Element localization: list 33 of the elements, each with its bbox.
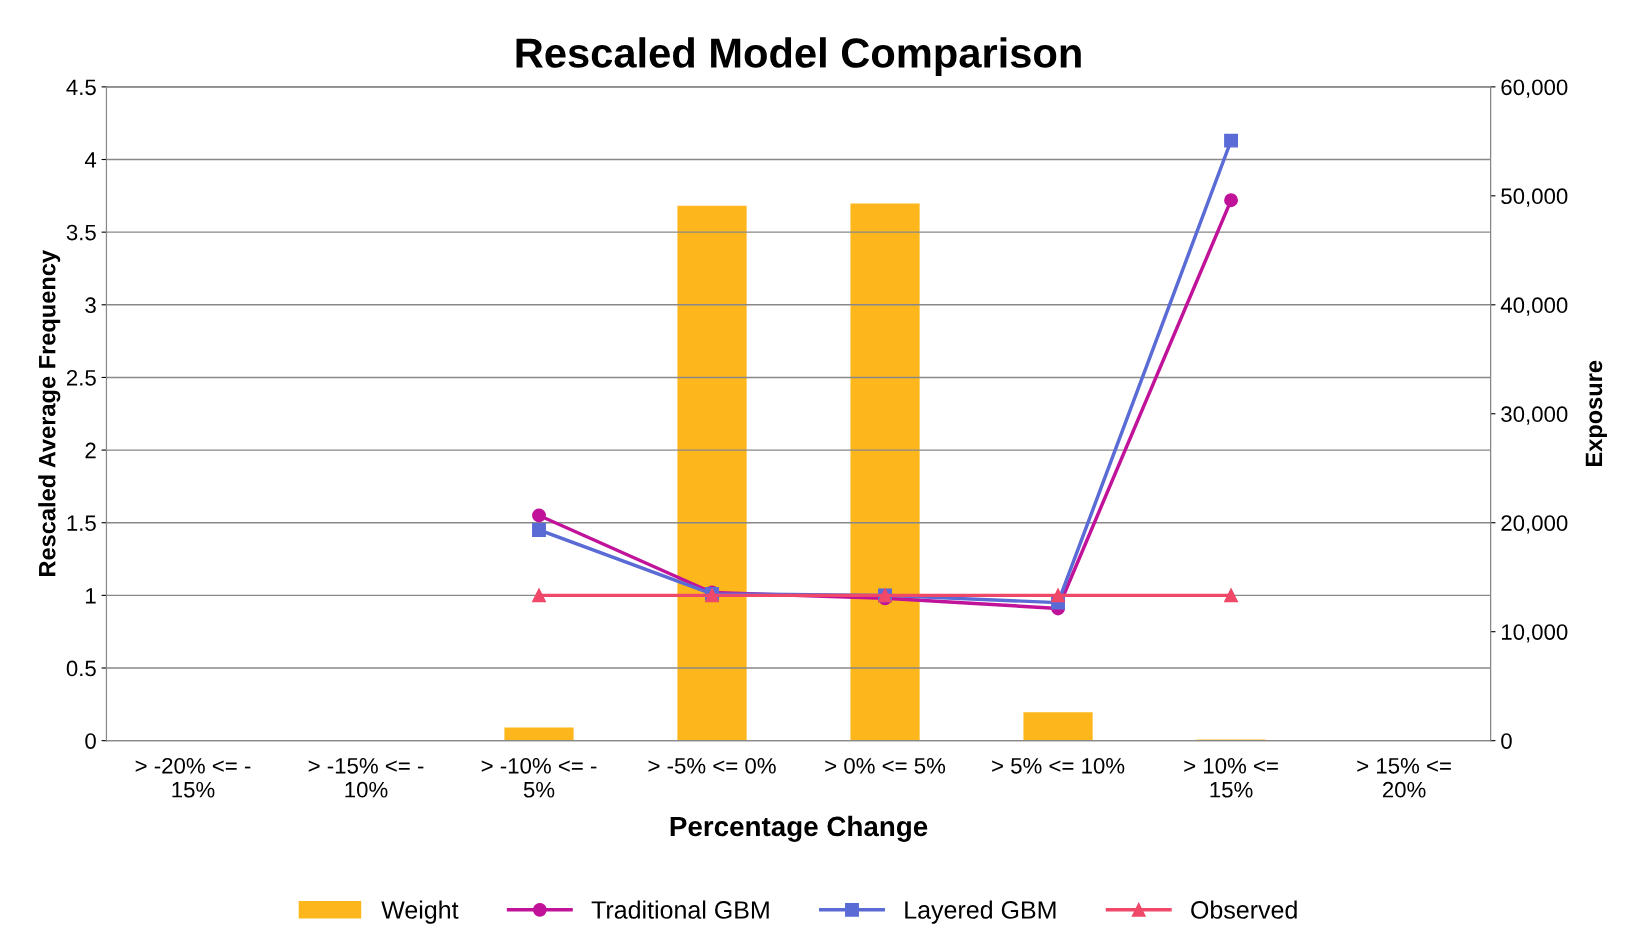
y2-tick-label: 0 [1501,733,1512,749]
y2-tick-label: 60,000 [1501,79,1568,98]
x-tick-label: > -5% <= 0% [648,757,776,774]
y2-tick-label: 30,000 [1501,406,1568,425]
y2-axis-title: Exposure [1585,360,1607,466]
y-tick-label: 1 [86,588,96,604]
y2-tick-label: 40,000 [1500,297,1568,316]
legend-label: Traditional GBM [591,900,769,919]
y2-tick-label: 20,000 [1501,515,1568,534]
y-tick-label: 3 [85,297,96,314]
legend-label: Observed [1191,900,1297,919]
x-tick-label: > -15% <= - 10% [308,758,424,798]
y2-tick-label: 50,000 [1501,188,1568,207]
y2-tick-label: 10,000 [1502,624,1568,643]
x-tick-label: > -10% <= - 5% [481,757,597,798]
y-tick-label: 2.5 [66,369,96,386]
y-tick-label: 2 [85,442,96,459]
x-tick-label: > -20% <= - 15% [135,757,251,798]
y-tick-label: 4.5 [66,79,96,96]
legend-label: Weight [381,900,459,924]
y-tick-label: 4 [84,152,97,168]
x-tick-label: > 0% <= 5% [825,757,946,774]
y-tick-label: 0 [85,733,96,749]
legend-label: Layered GBM [905,900,1056,924]
chart-title: Rescaled Model Comparison [516,37,1081,77]
x-tick-label: > 15% <= 20% [1357,758,1451,798]
y-tick-label: 3.5 [66,224,96,241]
x-axis-title: Percentage Change [670,815,928,842]
y-tick-label: 0.5 [66,660,96,677]
x-tick-label: > 10% <= 15% [1184,757,1278,798]
x-tick-label: > 5% <= 10% [992,757,1125,774]
y-axis-title: Rescaled Average Frequency [38,250,61,576]
y-tick-label: 1.5 [67,515,96,531]
